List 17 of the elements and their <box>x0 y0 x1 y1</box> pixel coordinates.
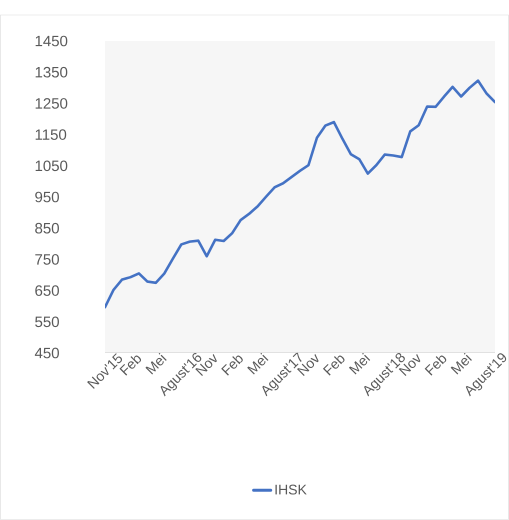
x-tick-label: Feb <box>322 356 345 376</box>
y-tick-label: 1350 <box>36 66 68 78</box>
y-tick-label: 750 <box>35 254 59 265</box>
y-tick-label: 450 <box>34 348 59 358</box>
x-tick-label: Feb <box>221 356 243 376</box>
y-tick-label: 650 <box>35 285 59 296</box>
y-tick-label: 850 <box>35 222 59 234</box>
y-tick-label: 1450 <box>36 36 68 46</box>
x-tick-label: Feb <box>424 356 446 376</box>
y-tick-label: 1050 <box>36 160 68 172</box>
y-tick-label: 950 <box>35 192 59 202</box>
line-series <box>105 79 495 308</box>
y-tick-label: 1150 <box>36 129 66 140</box>
legend-label: IHSK <box>275 484 307 495</box>
y-tick-label: 1250 <box>36 98 68 109</box>
x-tick-label: Feb <box>119 356 142 376</box>
y-tick-label: 550 <box>35 316 59 328</box>
